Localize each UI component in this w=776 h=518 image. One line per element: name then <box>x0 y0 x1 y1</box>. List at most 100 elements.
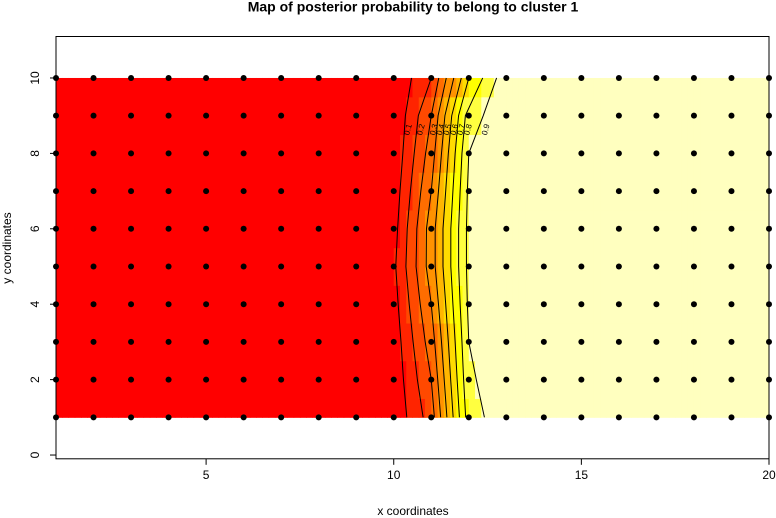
field-cell <box>550 285 557 324</box>
field-cell <box>600 323 607 362</box>
grid-point <box>690 225 697 232</box>
field-cell <box>600 398 607 418</box>
field-cell <box>206 96 213 136</box>
field-cell <box>606 360 614 399</box>
field-cell <box>137 209 145 249</box>
field-cell <box>243 398 251 418</box>
field-cell <box>468 77 476 98</box>
field-cell <box>74 209 82 249</box>
field-cell <box>637 398 645 418</box>
field-cell <box>331 247 338 286</box>
field-cell <box>156 172 163 211</box>
field-cell <box>68 209 76 249</box>
field-cell <box>693 209 701 249</box>
grid-point <box>165 263 172 270</box>
field-cell <box>543 77 551 98</box>
grid-point <box>615 225 622 232</box>
field-cell <box>106 96 113 136</box>
field-cell <box>437 96 445 136</box>
field-cell <box>131 172 138 211</box>
field-cell <box>212 398 220 418</box>
field-cell <box>306 323 313 362</box>
field-cell <box>450 360 457 399</box>
field-cell <box>581 96 589 136</box>
field-cell <box>243 134 251 173</box>
contour-label: 0.7 <box>455 123 467 137</box>
field-cell <box>643 247 651 286</box>
field-cell <box>693 360 701 399</box>
field-cell <box>668 247 676 286</box>
field-cell <box>243 96 251 136</box>
field-cell <box>531 134 539 173</box>
field-cell <box>693 247 701 286</box>
field-cell <box>693 398 701 418</box>
field-cell <box>174 323 182 362</box>
field-cell <box>224 96 232 136</box>
field-cell <box>174 247 182 286</box>
field-cell <box>468 323 476 362</box>
field-cell <box>668 134 676 173</box>
field-cell <box>737 398 745 418</box>
field-cell <box>412 360 420 399</box>
field-cell <box>174 96 182 136</box>
field-cell <box>693 323 701 362</box>
field-cell <box>750 285 757 324</box>
field-cell <box>643 134 651 173</box>
field-cell <box>243 209 251 249</box>
field-cell <box>581 398 589 418</box>
field-cell <box>187 172 195 211</box>
field-cell <box>218 360 226 399</box>
grid-point <box>390 112 397 119</box>
field-cell <box>187 96 195 136</box>
grid-point <box>653 188 660 195</box>
field-cell <box>74 77 82 98</box>
field-cell <box>406 398 413 418</box>
grid-point <box>465 301 472 308</box>
field-cell <box>731 285 739 324</box>
field-cell <box>406 247 413 286</box>
field-cell <box>475 134 482 173</box>
field-cell <box>518 285 526 324</box>
field-cell <box>268 77 276 98</box>
field-cell <box>393 96 401 136</box>
field-cell <box>731 360 739 399</box>
field-cell <box>262 323 270 362</box>
field-cell <box>337 134 345 173</box>
plot-box <box>55 36 770 460</box>
grid-point <box>540 263 547 270</box>
field-cell <box>750 247 757 286</box>
field-cell <box>268 247 276 286</box>
field-cell <box>143 285 151 324</box>
field-cell <box>431 172 439 211</box>
field-cell <box>481 398 489 418</box>
field-cell <box>556 172 564 211</box>
field-cell <box>231 398 238 418</box>
field-cell <box>149 96 157 136</box>
field-cell <box>312 77 320 98</box>
grid-point <box>240 188 247 195</box>
field-cell <box>493 285 501 324</box>
field-cell <box>306 247 313 286</box>
field-cell <box>487 77 495 98</box>
field-cell <box>531 285 539 324</box>
field-cell <box>299 96 307 136</box>
field-cell <box>393 323 401 362</box>
field-cell <box>249 247 257 286</box>
field-cell <box>293 360 301 399</box>
field-cell <box>600 77 607 98</box>
field-cell <box>750 209 757 249</box>
field-cell <box>706 360 714 399</box>
field-cell <box>262 209 270 249</box>
field-cell <box>487 398 495 418</box>
field-cell <box>468 398 476 418</box>
grid-point <box>203 225 210 232</box>
field-cell <box>256 398 263 418</box>
grid-point <box>240 263 247 270</box>
grid-point <box>165 338 172 345</box>
field-cell <box>106 323 113 362</box>
field-cell <box>112 323 120 362</box>
field-cell <box>362 77 370 98</box>
field-cell <box>393 285 401 324</box>
field-cell <box>193 77 201 98</box>
